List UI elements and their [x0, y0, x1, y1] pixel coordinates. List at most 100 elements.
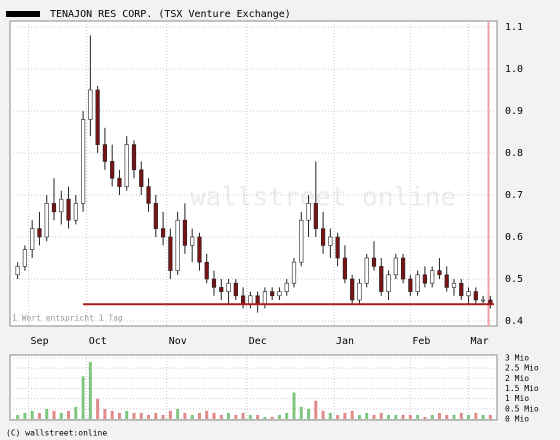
candle-body: [415, 274, 420, 292]
volume-bar: [416, 414, 420, 419]
volume-bar: [467, 414, 471, 419]
candle-body: [80, 119, 86, 204]
volume-bar: [74, 406, 78, 419]
volume-bar: [16, 414, 20, 419]
candle-body: [182, 219, 188, 246]
volume-bar: [394, 414, 398, 419]
volume-bar: [430, 414, 434, 419]
volume-bar: [314, 400, 318, 419]
volume-bar: [59, 412, 63, 419]
volume-bar: [488, 414, 492, 419]
x-tick-label: Jan: [336, 336, 354, 347]
volume-bar: [52, 410, 56, 419]
candle-body: [459, 282, 464, 297]
candle-body: [51, 203, 57, 213]
candle-body: [379, 266, 384, 292]
volume-bar: [299, 406, 303, 419]
volume-bar: [379, 412, 383, 419]
candle-body: [59, 198, 64, 213]
x-tick-label: Mar: [471, 336, 489, 347]
x-tick-label: Sep: [31, 336, 49, 347]
volume-bar: [117, 412, 121, 419]
volume-bar: [248, 414, 252, 419]
y-tick-label: 0.5: [505, 274, 523, 285]
candle-body: [197, 236, 202, 263]
candle-body: [102, 144, 108, 162]
candle-body: [219, 287, 224, 292]
volume-bar: [103, 408, 107, 419]
y-tick-label: 0.8: [505, 148, 523, 159]
candle-body: [342, 257, 348, 280]
candle-body: [291, 261, 297, 284]
volume-bar: [67, 410, 71, 419]
volume-bar: [88, 362, 92, 419]
candle-body: [248, 295, 253, 305]
candle-body: [233, 282, 238, 297]
annotation: 1 Wert entspricht 1 Tag: [12, 314, 123, 323]
legend-label: TENAJON RES CORP. (TSX Venture Exchange): [50, 9, 291, 20]
volume-bar: [125, 410, 129, 419]
candle-body: [357, 282, 362, 301]
candle-body: [328, 236, 333, 246]
y-tick-label: 2 Mio: [505, 374, 529, 383]
volume-bar: [219, 414, 223, 419]
volume-bar: [205, 410, 209, 419]
volume-bar: [176, 408, 180, 419]
volume-bar: [227, 412, 231, 419]
candle-body: [66, 198, 71, 221]
candle-body: [437, 270, 442, 276]
candle-body: [408, 278, 413, 292]
volume-bar: [401, 414, 405, 419]
candle-body: [320, 228, 326, 246]
candle-body: [400, 257, 406, 280]
candle-body: [444, 274, 449, 288]
volume-bar: [154, 412, 158, 419]
volume-bar: [234, 414, 238, 419]
candle-body: [168, 236, 173, 271]
volume-bar: [23, 412, 27, 419]
candle-body: [131, 144, 137, 171]
candle-body: [211, 278, 217, 288]
volume-bar: [387, 414, 391, 419]
y-tick-label: 0.9: [505, 106, 523, 117]
volume-bar: [292, 392, 296, 419]
candle-body: [350, 278, 355, 301]
y-tick-label: 1 Mio: [505, 394, 529, 403]
candle-body: [371, 257, 377, 267]
candle-body: [110, 161, 115, 179]
volume-bar: [474, 412, 478, 419]
volume-bar: [452, 414, 456, 419]
volume-bar: [307, 408, 311, 419]
volume-bar: [365, 412, 369, 419]
volume-bar: [212, 412, 216, 419]
volume-bar: [45, 408, 49, 419]
volume-bar: [263, 416, 267, 419]
volume-bar: [241, 412, 245, 419]
y-tick-label: 3 Mio: [505, 354, 529, 363]
volume-bar: [147, 414, 151, 419]
volume-bar: [81, 376, 85, 419]
volume-bar: [168, 410, 172, 419]
candle-body: [146, 186, 151, 204]
candle-body: [73, 203, 78, 221]
candle-body: [124, 144, 129, 187]
candle-body: [204, 261, 209, 280]
candle-body: [335, 236, 340, 259]
volume-bar: [277, 414, 281, 419]
volume-bar: [256, 414, 260, 419]
candle-body: [299, 219, 304, 263]
watermark: wallstreet online: [190, 183, 456, 213]
candle-body: [386, 274, 391, 292]
volume-bar: [96, 398, 100, 419]
candle-body: [451, 282, 457, 288]
volume-bar: [459, 412, 463, 419]
legend-swatch: [6, 11, 40, 17]
volume-bar: [328, 412, 332, 419]
footer: (C) wallstreet:online: [6, 429, 107, 438]
volume-bar: [481, 414, 485, 419]
y-tick-label: 1.5 Mio: [505, 384, 539, 393]
candle-body: [30, 228, 35, 250]
volume-bar: [161, 414, 165, 419]
x-tick-label: Dec: [249, 336, 267, 347]
